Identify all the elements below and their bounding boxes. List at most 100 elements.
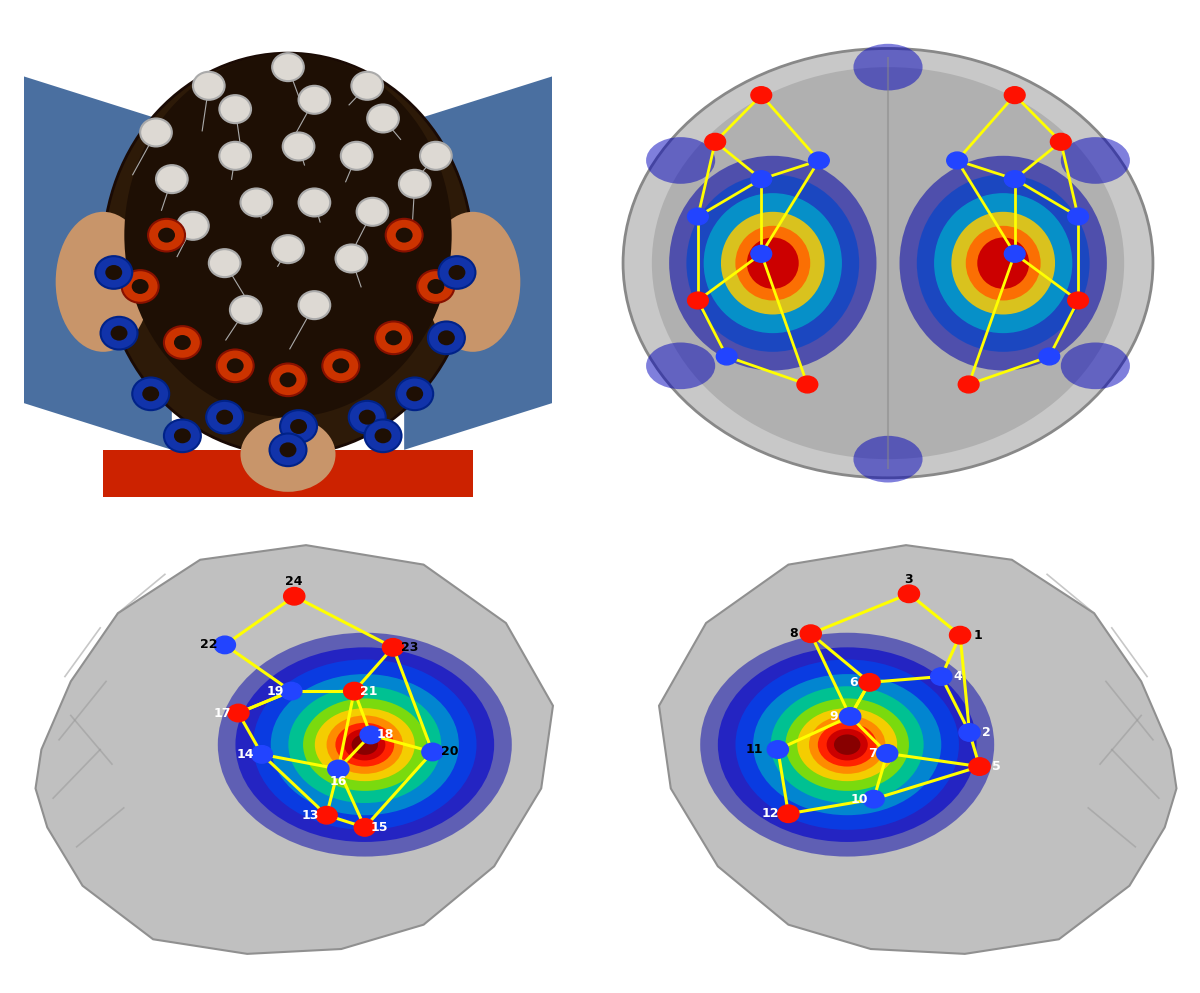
- Circle shape: [688, 292, 708, 309]
- Circle shape: [360, 726, 382, 744]
- Text: 15: 15: [371, 821, 389, 834]
- Circle shape: [383, 638, 403, 656]
- Circle shape: [132, 377, 169, 410]
- Circle shape: [367, 104, 398, 132]
- Text: 8: 8: [788, 628, 798, 640]
- Circle shape: [398, 170, 431, 198]
- Ellipse shape: [718, 647, 977, 842]
- Circle shape: [332, 358, 349, 373]
- Circle shape: [336, 244, 367, 272]
- Circle shape: [422, 743, 443, 761]
- Circle shape: [428, 322, 464, 355]
- Text: 17: 17: [214, 707, 230, 720]
- Circle shape: [270, 434, 306, 466]
- Text: 22: 22: [199, 638, 217, 651]
- Circle shape: [420, 142, 451, 170]
- Ellipse shape: [218, 633, 512, 857]
- Ellipse shape: [952, 212, 1055, 315]
- Circle shape: [704, 133, 726, 150]
- Text: 11: 11: [745, 743, 763, 756]
- Circle shape: [209, 249, 240, 277]
- Circle shape: [230, 296, 262, 324]
- Circle shape: [859, 673, 880, 691]
- Circle shape: [110, 326, 127, 341]
- Circle shape: [156, 165, 187, 193]
- Circle shape: [220, 95, 251, 123]
- Circle shape: [299, 85, 330, 114]
- Text: 4: 4: [953, 670, 962, 683]
- Circle shape: [876, 745, 898, 763]
- Text: 21: 21: [360, 684, 378, 698]
- Circle shape: [283, 132, 314, 161]
- Ellipse shape: [425, 212, 521, 352]
- Ellipse shape: [701, 633, 995, 857]
- Circle shape: [359, 410, 376, 425]
- Circle shape: [95, 256, 132, 289]
- Circle shape: [158, 227, 175, 242]
- Ellipse shape: [1061, 343, 1130, 389]
- Ellipse shape: [966, 225, 1040, 301]
- Circle shape: [349, 401, 385, 434]
- Circle shape: [716, 349, 737, 364]
- Ellipse shape: [703, 193, 842, 333]
- Polygon shape: [36, 545, 553, 954]
- Ellipse shape: [827, 729, 868, 761]
- Circle shape: [376, 322, 412, 355]
- Text: 23: 23: [401, 640, 418, 653]
- Text: 14: 14: [236, 748, 254, 761]
- Circle shape: [272, 235, 304, 263]
- Ellipse shape: [770, 686, 924, 803]
- Circle shape: [206, 401, 244, 434]
- Circle shape: [328, 761, 349, 778]
- Ellipse shape: [853, 44, 923, 90]
- Circle shape: [809, 152, 829, 169]
- Circle shape: [143, 386, 160, 401]
- Circle shape: [800, 625, 821, 642]
- Circle shape: [1004, 171, 1025, 188]
- Circle shape: [385, 218, 422, 251]
- Ellipse shape: [853, 436, 923, 483]
- Text: 5: 5: [991, 760, 1001, 773]
- Circle shape: [1039, 349, 1060, 364]
- Ellipse shape: [253, 659, 476, 830]
- Circle shape: [840, 708, 860, 725]
- Circle shape: [396, 377, 433, 410]
- Ellipse shape: [240, 417, 336, 492]
- Text: 3: 3: [905, 573, 913, 586]
- Text: 13: 13: [301, 808, 319, 821]
- Circle shape: [106, 265, 122, 280]
- Ellipse shape: [125, 53, 451, 417]
- Circle shape: [751, 86, 772, 103]
- Ellipse shape: [754, 674, 941, 815]
- Circle shape: [1050, 133, 1072, 150]
- Circle shape: [767, 741, 788, 759]
- Ellipse shape: [818, 723, 876, 767]
- Circle shape: [407, 386, 424, 401]
- Ellipse shape: [314, 708, 415, 781]
- Ellipse shape: [55, 212, 151, 352]
- Circle shape: [354, 818, 376, 836]
- Circle shape: [281, 682, 302, 700]
- Circle shape: [396, 227, 413, 242]
- Circle shape: [290, 419, 307, 434]
- Circle shape: [438, 256, 475, 289]
- Polygon shape: [24, 76, 172, 450]
- Ellipse shape: [344, 729, 385, 761]
- Ellipse shape: [623, 49, 1153, 478]
- Text: 12: 12: [762, 807, 780, 820]
- Circle shape: [283, 588, 305, 605]
- Text: 1: 1: [973, 629, 982, 641]
- Circle shape: [316, 806, 337, 824]
- Ellipse shape: [271, 674, 458, 815]
- Circle shape: [931, 667, 952, 685]
- Circle shape: [352, 71, 383, 100]
- Text: 16: 16: [330, 775, 347, 787]
- Polygon shape: [404, 76, 552, 450]
- Circle shape: [751, 245, 772, 262]
- Circle shape: [299, 189, 330, 216]
- Circle shape: [101, 317, 138, 350]
- Ellipse shape: [1061, 137, 1130, 184]
- Ellipse shape: [934, 193, 1073, 333]
- Circle shape: [323, 350, 359, 382]
- Circle shape: [797, 376, 817, 393]
